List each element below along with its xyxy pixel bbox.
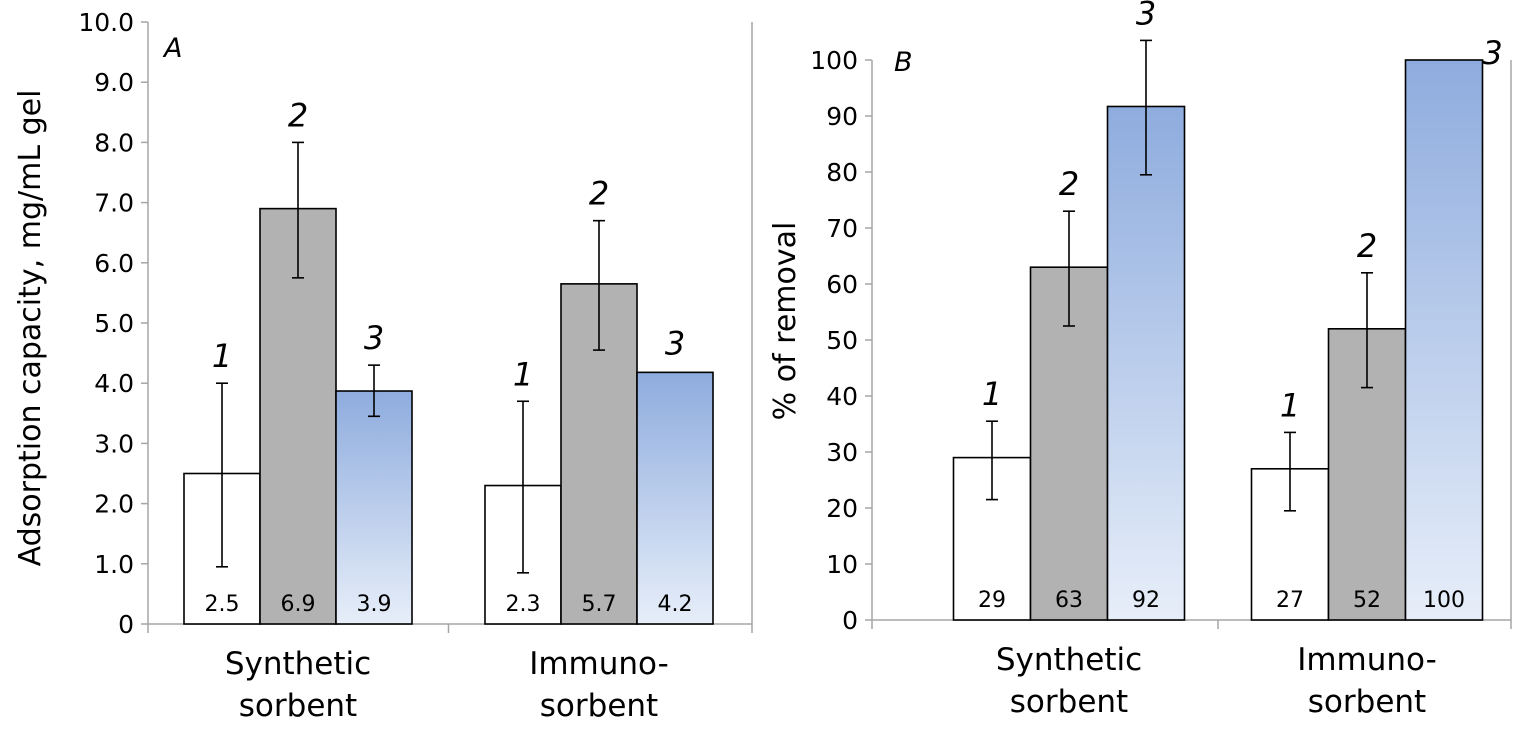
panel-b-series-number: 3 [1482,34,1502,72]
panel-a-series-number: 1 [513,355,533,393]
panel-a-bar-series-3 [335,390,413,625]
panel-a-series-number: 3 [665,324,685,362]
panel-b-category-label: Synthetic [996,642,1142,678]
panel-a-y-tick-label: 7.0 [94,189,134,218]
panel-a-y-tick-label: 6.0 [94,249,134,278]
panel-b-y-tick-label: 90 [826,102,858,131]
panel-a-data-label: 3.9 [357,592,392,617]
panel-b-y-tick-label: 10 [826,550,858,579]
panel-a-y-tick-label: 4.0 [94,369,134,398]
panel-b-data-label: 100 [1423,588,1465,613]
panel-b-category-label: sorbent [1010,684,1128,720]
panel-b-letter: B [894,47,913,78]
panel-a-series-number: 3 [364,319,384,357]
panel-b-y-tick-label: 40 [826,382,858,411]
panel-a-y-tick-label: 9.0 [94,68,134,97]
panel-a-y-tick-label: 1.0 [94,550,134,579]
panel-b-y-tick-label: 100 [810,46,858,75]
panel-b-y-tick-label: 20 [826,494,858,523]
panel-b-data-label: 29 [978,588,1006,613]
panel-b-y-tick-label: 30 [826,438,858,467]
panel-b-y-tick-label: 70 [826,214,858,243]
panel-a-chart: Adsorption capacity, mg/mL gel A 0 1.0 2.0… [13,8,753,724]
panel-b-y-tick-label: 0 [842,606,858,635]
panel-a-data-label: 6.9 [281,592,316,617]
panel-a-y-tick-label: 2.0 [94,490,134,519]
panel-b-category-label: sorbent [1308,684,1426,720]
panel-a-data-label: 2.5 [205,592,240,617]
panel-b-series-number: 3 [1136,0,1156,32]
panel-a-bar-series-3 [636,371,714,625]
panel-a-category-label: Synthetic [225,646,371,682]
panel-a-letter: A [162,33,182,64]
panel-a-y-tick-label: 3.0 [94,429,134,458]
panel-b-y-tick-label: 50 [826,326,858,355]
panel-a-category-label: sorbent [239,688,357,724]
panel-b-y-tick-label: 80 [826,158,858,187]
panel-a-y-tick-label: 5.0 [94,309,134,338]
panel-a-y-tick-label: 8.0 [94,128,134,157]
panel-a-category-label: sorbent [540,688,658,724]
panel-b-series-number: 1 [982,375,1002,413]
panel-a-data-label: 2.3 [506,592,541,617]
panel-a-data-label: 4.2 [658,592,693,617]
panel-b-y-axis-title: % of removal [768,222,803,421]
panel-b-data-label: 52 [1353,588,1381,613]
panel-b-series-number: 1 [1280,386,1300,424]
panel-b-data-label: 92 [1132,588,1160,613]
panel-b-y-tick-label: 60 [826,270,858,299]
panel-a-series-number: 2 [288,96,308,134]
panel-a-y-tick-label: 0 [118,610,134,639]
panel-a-category-label: Immuno- [529,646,669,682]
panel-a-data-label: 5.7 [582,592,617,617]
panel-a-y-tick-label: 10.0 [78,8,134,37]
panel-b-series-number: 2 [1357,227,1377,265]
panel-a-y-axis-title: Adsorption capacity, mg/mL gel [13,90,48,567]
panel-a-series-number: 2 [589,175,609,213]
panel-b-bar-series-3 [1106,105,1186,621]
panel-b-data-label: 27 [1276,588,1304,613]
panel-b-bar-series-3 [1404,59,1484,621]
panel-b-chart: % of removal B 0 10 20 30 40 50 60 70 80 90 100 Syn… [768,0,1512,720]
panel-a-series-number: 1 [212,337,232,375]
panel-b-data-label: 63 [1055,588,1083,613]
panel-b-category-label: Immuno- [1297,642,1437,678]
panel-b-series-number: 2 [1059,165,1079,203]
